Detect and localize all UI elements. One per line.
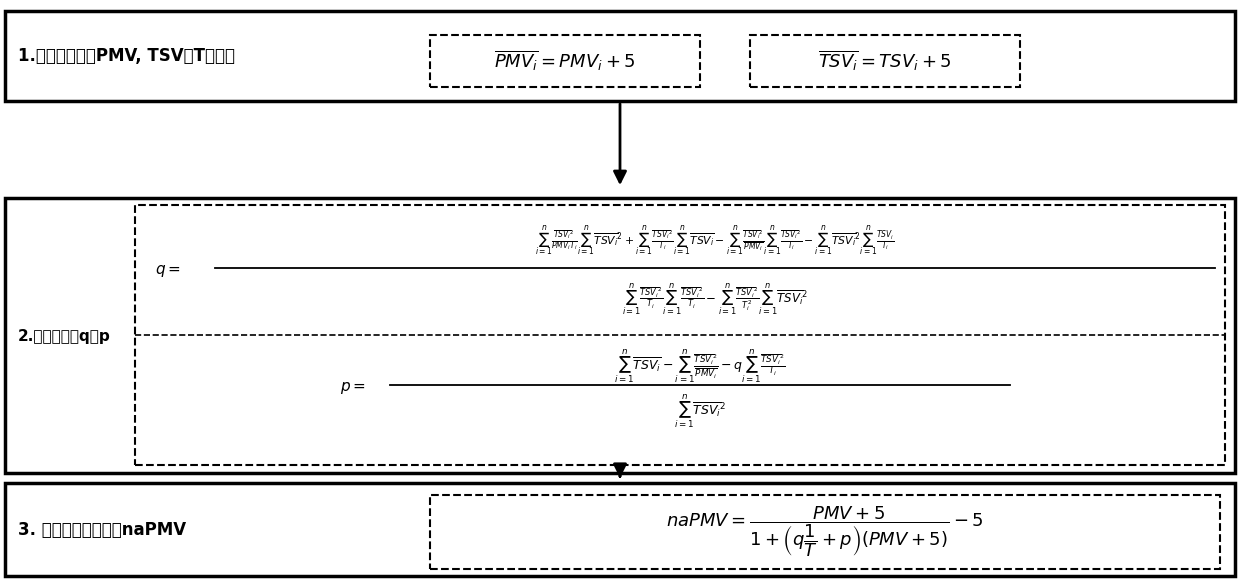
Text: $p =$: $p =$ [340, 380, 366, 396]
Text: $\sum_{i=1}^{n}\overline{TSV_i}^2$: $\sum_{i=1}^{n}\overline{TSV_i}^2$ [673, 392, 727, 430]
Text: $naPMV = \dfrac{PMV+5}{1+\left(q\dfrac{1}{T}+p\right)(PMV+5)} - 5$: $naPMV = \dfrac{PMV+5}{1+\left(q\dfrac{1… [666, 505, 983, 559]
Bar [750, 35, 1021, 87]
Bar [5, 11, 1235, 101]
Text: $\sum_{i=1}^{n}\frac{\overline{TSV_i}^2}{T_i}\sum_{i=1}^{n}\frac{\overline{TSV_i: $\sum_{i=1}^{n}\frac{\overline{TSV_i}^2}… [621, 281, 808, 317]
Bar [5, 198, 1235, 473]
Text: $\overline{PMV_i} = PMV_i + 5$: $\overline{PMV_i} = PMV_i + 5$ [495, 49, 636, 73]
Bar [135, 205, 1225, 465]
Text: 3. 构建新热舒适模型naPMV: 3. 构建新热舒适模型naPMV [19, 521, 186, 539]
Text: 1.预处理采集的PMV, TSV和T数据组: 1.预处理采集的PMV, TSV和T数据组 [19, 47, 236, 65]
Text: $\overline{TSV_i} = TSV_i + 5$: $\overline{TSV_i} = TSV_i + 5$ [818, 49, 952, 73]
Text: $q =$: $q =$ [155, 263, 181, 279]
Text: 2.计算常参数q和p: 2.计算常参数q和p [19, 328, 110, 343]
Bar [430, 35, 701, 87]
Bar [430, 495, 1220, 569]
Text: $\sum_{i=1}^{n}\frac{\overline{TSV_i}^2}{PMV_iT_i}\sum_{i=1}^{n}\overline{TSV_i}: $\sum_{i=1}^{n}\frac{\overline{TSV_i}^2}… [536, 224, 895, 258]
Text: $\sum_{i=1}^{n}\overline{TSV_i} - \sum_{i=1}^{n}\frac{\overline{TSV_i}^2}{\overl: $\sum_{i=1}^{n}\overline{TSV_i} - \sum_{… [614, 347, 786, 385]
Bar [5, 483, 1235, 576]
